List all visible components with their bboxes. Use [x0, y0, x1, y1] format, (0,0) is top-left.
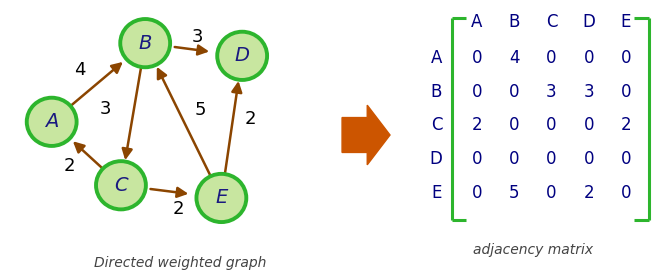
Text: C: C	[545, 13, 557, 31]
Text: 0: 0	[546, 150, 557, 168]
Text: 0: 0	[583, 116, 594, 134]
FancyArrow shape	[342, 105, 390, 165]
Text: A: A	[45, 112, 59, 131]
Text: C: C	[431, 116, 442, 134]
Text: Directed weighted graph: Directed weighted graph	[94, 256, 266, 270]
Text: 0: 0	[472, 83, 482, 101]
Text: D: D	[582, 13, 595, 31]
Text: 0: 0	[472, 184, 482, 202]
Text: 4: 4	[509, 49, 519, 67]
Text: D: D	[234, 46, 250, 65]
Text: 0: 0	[583, 49, 594, 67]
Text: 0: 0	[546, 184, 557, 202]
Text: 5: 5	[509, 184, 519, 202]
Text: 2: 2	[583, 184, 594, 202]
Text: A: A	[471, 13, 483, 31]
Text: 2: 2	[245, 110, 256, 128]
Ellipse shape	[196, 174, 246, 222]
Text: E: E	[215, 188, 228, 207]
Text: 0: 0	[621, 83, 631, 101]
Text: D: D	[430, 150, 442, 168]
Text: 0: 0	[621, 150, 631, 168]
Text: 3: 3	[100, 100, 111, 118]
Text: 0: 0	[546, 116, 557, 134]
Text: B: B	[139, 34, 152, 53]
Text: B: B	[508, 13, 520, 31]
Text: 0: 0	[583, 150, 594, 168]
Text: E: E	[621, 13, 631, 31]
Text: 2: 2	[172, 200, 184, 218]
Text: 2: 2	[63, 157, 75, 175]
Text: 0: 0	[509, 150, 519, 168]
Text: 0: 0	[472, 49, 482, 67]
Ellipse shape	[121, 19, 170, 67]
Ellipse shape	[96, 161, 146, 210]
Text: 0: 0	[509, 116, 519, 134]
Text: B: B	[431, 83, 442, 101]
Text: 3: 3	[546, 83, 557, 101]
Text: C: C	[114, 176, 128, 195]
Text: 2: 2	[472, 116, 482, 134]
Text: 0: 0	[546, 49, 557, 67]
Text: 0: 0	[621, 49, 631, 67]
Text: 3: 3	[191, 28, 203, 46]
Ellipse shape	[217, 32, 267, 80]
Text: 5: 5	[195, 102, 206, 119]
Text: 4: 4	[74, 61, 85, 79]
Text: 0: 0	[621, 184, 631, 202]
Text: 2: 2	[621, 116, 631, 134]
Text: 3: 3	[583, 83, 594, 101]
Text: adjacency matrix: adjacency matrix	[473, 243, 593, 257]
Text: E: E	[432, 184, 442, 202]
Ellipse shape	[27, 98, 77, 146]
Text: A: A	[431, 49, 442, 67]
Text: 0: 0	[472, 150, 482, 168]
Text: 0: 0	[509, 83, 519, 101]
